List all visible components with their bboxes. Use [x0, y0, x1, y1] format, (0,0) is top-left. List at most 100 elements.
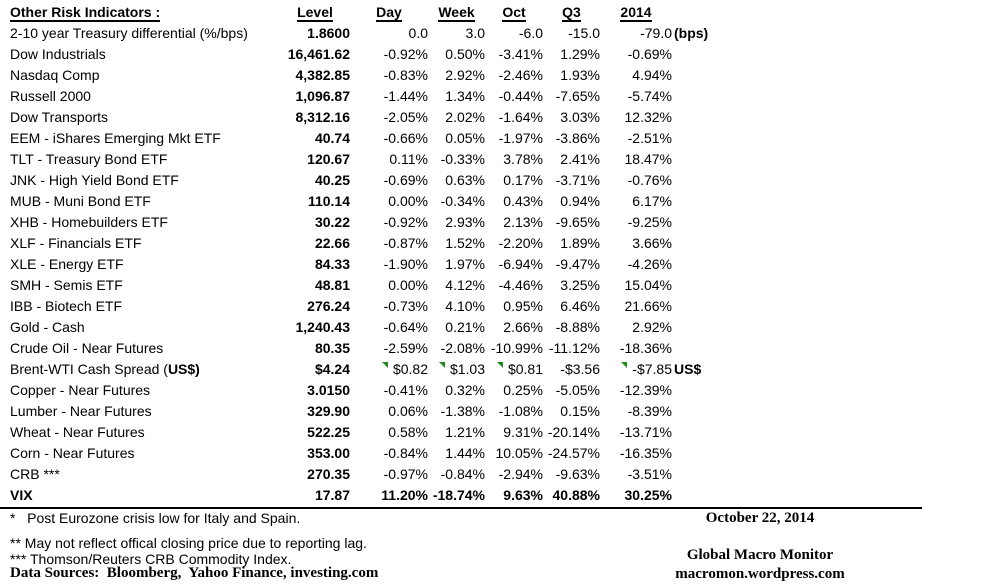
cell-q3: -24.57% — [543, 443, 600, 464]
cell-week: -2.08% — [428, 338, 485, 359]
header-week: Week — [428, 2, 485, 23]
cell-q3: -3.71% — [543, 170, 600, 191]
cell-name: Russell 2000 — [10, 86, 280, 107]
cell-y2014: -16.35% — [600, 443, 672, 464]
header-text: Level — [297, 4, 333, 22]
cell-text: 0.25% — [503, 382, 543, 398]
table-row: Corn - Near Futures 353.00 -0.84% 1.44% 10.0… — [10, 443, 764, 464]
cell-text: -0.97% — [383, 466, 428, 482]
cell-level: 17.87 — [280, 485, 350, 506]
cell-day: -0.73% — [350, 296, 428, 317]
cell-text: -3.51% — [627, 466, 672, 482]
cell-name: Nasdaq Comp — [10, 65, 280, 86]
cell-oct: -1.08% — [485, 401, 543, 422]
table-row: Gold - Cash 1,240.43 -0.64% 0.21% 2.66% -8.88… — [10, 317, 764, 338]
cell-level: 353.00 — [280, 443, 350, 464]
cell-oct: 0.43% — [485, 191, 543, 212]
cell-week: 2.02% — [428, 107, 485, 128]
cell-text: 0.0 — [408, 25, 428, 41]
cell-q3: 1.89% — [543, 233, 600, 254]
cell-level: 4,382.85 — [280, 65, 351, 86]
cell-y2014: -12.39% — [600, 380, 672, 401]
cell-suffix — [672, 443, 764, 464]
header-level: Level — [280, 2, 350, 23]
header-suffix-spacer — [672, 2, 764, 23]
header-text: Week — [438, 4, 475, 22]
cell-suffix — [672, 149, 764, 170]
cell-y2014: -4.26% — [600, 254, 672, 275]
cell-text: Russell 2000 — [10, 88, 91, 104]
cell-y2014: -3.51% — [600, 464, 672, 485]
cell-day: -0.41% — [350, 380, 428, 401]
cell-text: 2.92% — [445, 67, 485, 83]
data-sources: Data Sources: Bloomberg, Yahoo Finance, … — [10, 565, 379, 581]
cell-week: 4.10% — [428, 296, 485, 317]
cell-text: -1.08% — [498, 403, 543, 419]
cell-oct: -0.44% — [485, 86, 543, 107]
cell-suffix — [672, 65, 764, 86]
cell-text: CRB *** — [10, 466, 60, 482]
cell-text: 11.20% — [381, 487, 428, 503]
cell-week: -1.38% — [428, 401, 485, 422]
table-row: Lumber - Near Futures 329.90 0.06% -1.38% -1… — [10, 401, 764, 422]
cell-text: -4.26% — [627, 256, 672, 272]
cell-level: 30.22 — [280, 212, 350, 233]
cell-text: 2.41% — [560, 151, 600, 167]
cell-oct: 2.13% — [485, 212, 543, 233]
cell-day: -0.92% — [350, 212, 428, 233]
cell-name: Lumber - Near Futures — [10, 401, 280, 422]
table-row: Russell 2000 1,096.87 -1.44% 1.34% -0.44% -7.… — [10, 86, 764, 107]
table-row: XLF - Financials ETF 22.66 -0.87% 1.52% -2.2… — [10, 233, 764, 254]
cell-y2014: 21.66% — [600, 296, 672, 317]
cell-text: 0.95% — [503, 298, 543, 314]
cell-q3: -11.12% — [543, 338, 600, 359]
cell-text: -1.97% — [498, 130, 543, 146]
cell-name: Gold - Cash — [10, 317, 280, 338]
cell-day: 0.00% — [350, 275, 428, 296]
cell-text: 1,240.43 — [295, 319, 351, 335]
cell-text: -4.46% — [498, 277, 543, 293]
header-day: Day — [350, 2, 428, 23]
cell-text: -2.46% — [498, 67, 543, 83]
cell-level: 110.14 — [280, 191, 350, 212]
cell-name: SMH - Semis ETF — [10, 275, 280, 296]
cell-text: -1.38% — [440, 403, 485, 419]
footer-divider — [0, 507, 922, 509]
cell-text: -20.14% — [547, 424, 600, 440]
cell-y2014: 15.04% — [600, 275, 672, 296]
header-text: Day — [376, 4, 402, 22]
cell-name: JNK - High Yield Bond ETF — [10, 170, 280, 191]
cell-week: $1.03 — [428, 359, 485, 380]
cell-day: 0.58% — [350, 422, 428, 443]
cell-oct: -4.46% — [485, 275, 543, 296]
cell-name: XLF - Financials ETF — [10, 233, 280, 254]
cell-q3: 3.03% — [543, 107, 600, 128]
cell-text: -18.74% — [432, 487, 485, 503]
cell-text: -2.08% — [440, 340, 485, 356]
cell-suffix — [672, 254, 764, 275]
cell-suffix — [672, 401, 764, 422]
cell-text: 1.8600 — [307, 25, 350, 41]
cell-oct: -2.94% — [485, 464, 543, 485]
cell-level: 522.25 — [280, 422, 350, 443]
cell-suffix — [672, 380, 764, 401]
cell-name: VIX — [10, 485, 280, 506]
cell-text: Corn - Near Futures — [10, 445, 135, 461]
cell-level: 270.35 — [280, 464, 350, 485]
cell-name: CRB *** — [10, 464, 280, 485]
cell-level: 1.8600 — [280, 23, 350, 44]
cell-text: -0.84% — [383, 445, 428, 461]
cell-text: -0.33% — [440, 151, 485, 167]
cell-text: $0.82 — [392, 361, 428, 377]
cell-text: 48.81 — [314, 277, 350, 293]
cell-oct: 0.17% — [485, 170, 543, 191]
cell-week: 0.32% — [428, 380, 485, 401]
cell-text: 2.13% — [503, 214, 543, 230]
cell-text: 3.03% — [560, 109, 600, 125]
cell-text: 1.52% — [445, 235, 485, 251]
header-indicators: Other Risk Indicators : — [10, 2, 280, 23]
cell-text: -0.44% — [498, 88, 543, 104]
table-row: CRB *** 270.35 -0.97% -0.84% -2.94% -9.63% -3.… — [10, 464, 764, 485]
cell-level: 1,096.87 — [280, 86, 351, 107]
cell-text: 1.21% — [445, 424, 485, 440]
